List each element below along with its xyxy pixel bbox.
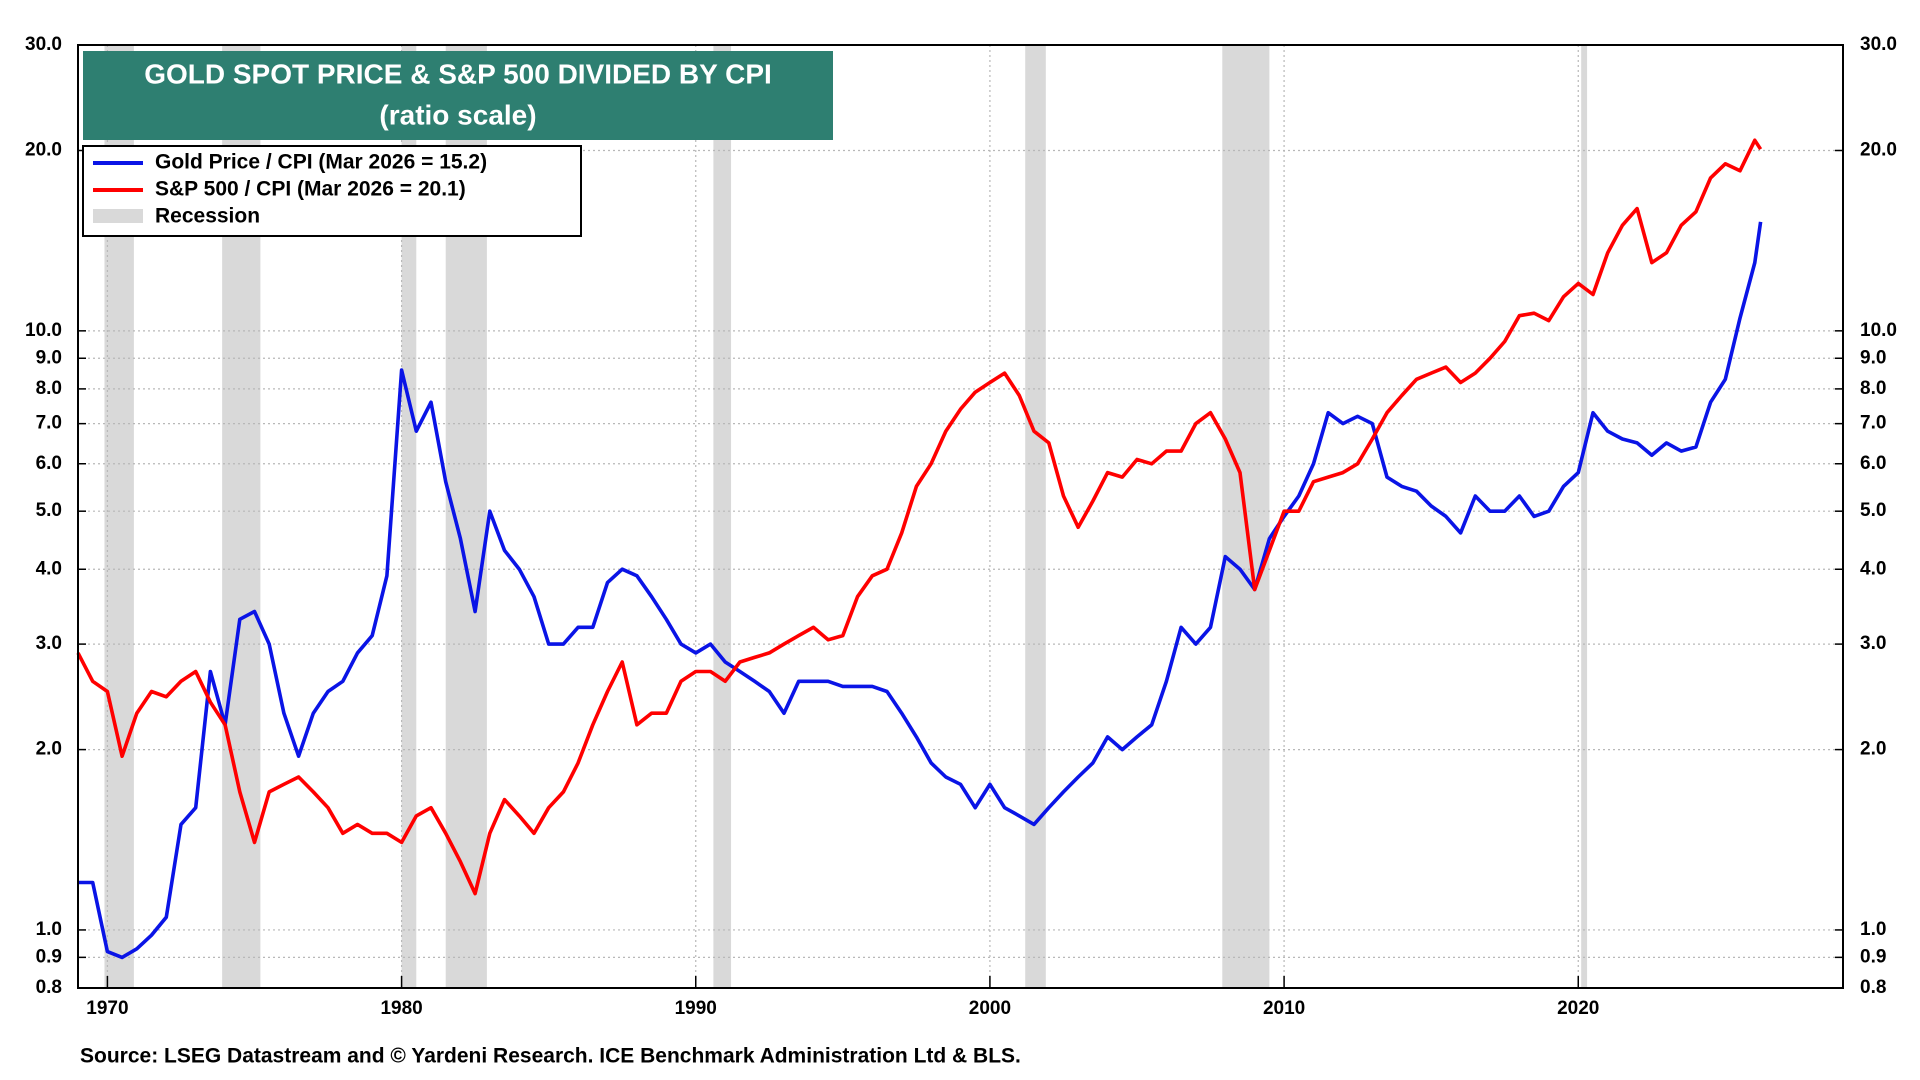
x-tick-label: 2000 xyxy=(969,998,1011,1019)
y-tick-label: 0.8 xyxy=(36,977,62,998)
recession-band xyxy=(1581,45,1588,988)
y-tick-label: 8.0 xyxy=(36,378,62,399)
chart-subtitle: (ratio scale) xyxy=(379,99,536,130)
y-tick-label: 7.0 xyxy=(36,413,62,434)
x-tick-label: 1970 xyxy=(86,998,128,1019)
y2-tick-label: 10.0 xyxy=(1860,320,1897,341)
x-tick-label: 2010 xyxy=(1263,998,1305,1019)
y2-tick-label: 0.9 xyxy=(1860,946,1886,967)
series-line xyxy=(78,221,1763,960)
y-tick-label: 2.0 xyxy=(36,739,62,760)
legend-label: S&P 500 / CPI (Mar 2026 = 20.1) xyxy=(155,178,466,201)
legend-label: Recession xyxy=(155,205,260,228)
y-tick-label: 1.0 xyxy=(36,919,62,940)
y2-tick-label: 6.0 xyxy=(1860,453,1886,474)
recession-band xyxy=(713,45,732,988)
y-tick-label: 3.0 xyxy=(36,633,62,654)
y2-tick-label: 2.0 xyxy=(1860,739,1886,760)
plot-frame xyxy=(77,44,1844,989)
y-tick-label: 6.0 xyxy=(36,453,62,474)
y2-tick-label: 3.0 xyxy=(1860,633,1886,654)
source-note: Source: LSEG Datastream and © Yardeni Re… xyxy=(80,1045,1021,1068)
chart-title: GOLD SPOT PRICE & S&P 500 DIVIDED BY CPI xyxy=(144,58,772,89)
y2-tick-label: 8.0 xyxy=(1860,378,1886,399)
title-box xyxy=(83,51,833,140)
recession-band xyxy=(1025,45,1046,988)
y-tick-label: 10.0 xyxy=(25,320,62,341)
y2-tick-label: 7.0 xyxy=(1860,413,1886,434)
series-line xyxy=(76,138,1763,896)
lines-layer xyxy=(76,138,1763,960)
y2-tick-label: 0.8 xyxy=(1860,977,1886,998)
y-tick-label: 4.0 xyxy=(36,558,62,579)
legend: Gold Price / CPI (Mar 2026 = 15.2) S&P 50… xyxy=(93,151,487,228)
y2-tick-label: 4.0 xyxy=(1860,558,1886,579)
y-tick-label: 0.9 xyxy=(36,946,62,967)
y2-tick-label: 9.0 xyxy=(1860,347,1886,368)
legend-swatch xyxy=(93,209,143,223)
y2-tick-label: 5.0 xyxy=(1860,500,1886,521)
y2-tick-label: 30.0 xyxy=(1860,34,1897,55)
legend-box xyxy=(82,145,582,237)
y-tick-label: 20.0 xyxy=(25,140,62,161)
x-tick-label: 2020 xyxy=(1557,998,1599,1019)
y-tick-label: 30.0 xyxy=(25,34,62,55)
x-tick-label: 1990 xyxy=(675,998,717,1019)
y2-tick-label: 1.0 xyxy=(1860,919,1886,940)
x-tick-label: 1980 xyxy=(380,998,422,1019)
legend-label: Gold Price / CPI (Mar 2026 = 15.2) xyxy=(155,151,487,174)
y2-tick-label: 20.0 xyxy=(1860,140,1897,161)
y-tick-label: 9.0 xyxy=(36,347,62,368)
recession-band xyxy=(401,45,417,988)
y-tick-label: 5.0 xyxy=(36,500,62,521)
